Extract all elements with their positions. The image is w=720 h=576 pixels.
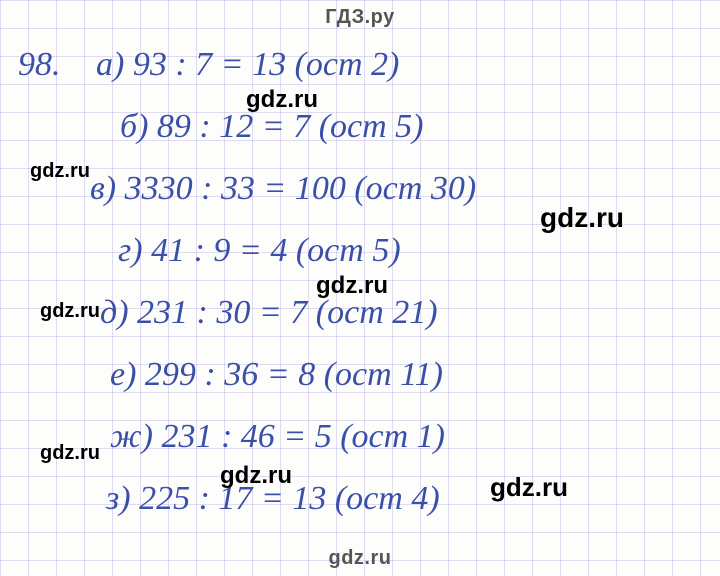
- line-label: ж): [110, 418, 161, 455]
- line-label: д): [100, 294, 137, 331]
- page-footer: gdz.ru: [0, 547, 720, 570]
- watermark-7: gdz.ru: [220, 462, 292, 490]
- watermark-4: gdz.ru: [316, 272, 388, 300]
- line-4: г) 41 : 9 = 4 (ост 5): [118, 232, 401, 270]
- line-label: з): [106, 480, 139, 517]
- watermark-5: gdz.ru: [40, 300, 100, 323]
- line-label: г): [118, 232, 151, 269]
- line-label: е): [110, 356, 145, 393]
- line-label: в): [90, 170, 125, 207]
- page: ГДЗ.ру 98.а) 93 : 7 = 13 (ост 2)б) 89 : …: [0, 0, 720, 576]
- line-expression: 93 : 7 = 13 (ост 2): [133, 46, 400, 83]
- problem-number: 98.: [18, 46, 61, 84]
- line-label: б): [120, 108, 157, 145]
- header-text: ГДЗ.ру: [325, 6, 395, 28]
- line-expression: 231 : 46 = 5 (ост 1): [161, 418, 445, 455]
- watermark-1: gdz.ru: [246, 86, 318, 114]
- line-expression: 41 : 9 = 4 (ост 5): [151, 232, 401, 269]
- line-expression: 231 : 30 = 7 (ост 21): [137, 294, 438, 331]
- page-header: ГДЗ.ру: [0, 6, 720, 29]
- watermark-3: gdz.ru: [540, 202, 624, 234]
- footer-text: gdz.ru: [329, 547, 392, 569]
- watermark-2: gdz.ru: [30, 160, 90, 183]
- line-6: е) 299 : 36 = 8 (ост 11): [110, 356, 443, 394]
- watermark-6: gdz.ru: [40, 442, 100, 465]
- line-1: а) 93 : 7 = 13 (ост 2): [96, 46, 399, 84]
- watermark-8: gdz.ru: [490, 472, 568, 503]
- line-3: в) 3330 : 33 = 100 (ост 30): [90, 170, 476, 208]
- line-expression: 299 : 36 = 8 (ост 11): [145, 356, 443, 393]
- line-7: ж) 231 : 46 = 5 (ост 1): [110, 418, 445, 456]
- line-expression: 3330 : 33 = 100 (ост 30): [125, 170, 477, 207]
- line-label: а): [96, 46, 133, 83]
